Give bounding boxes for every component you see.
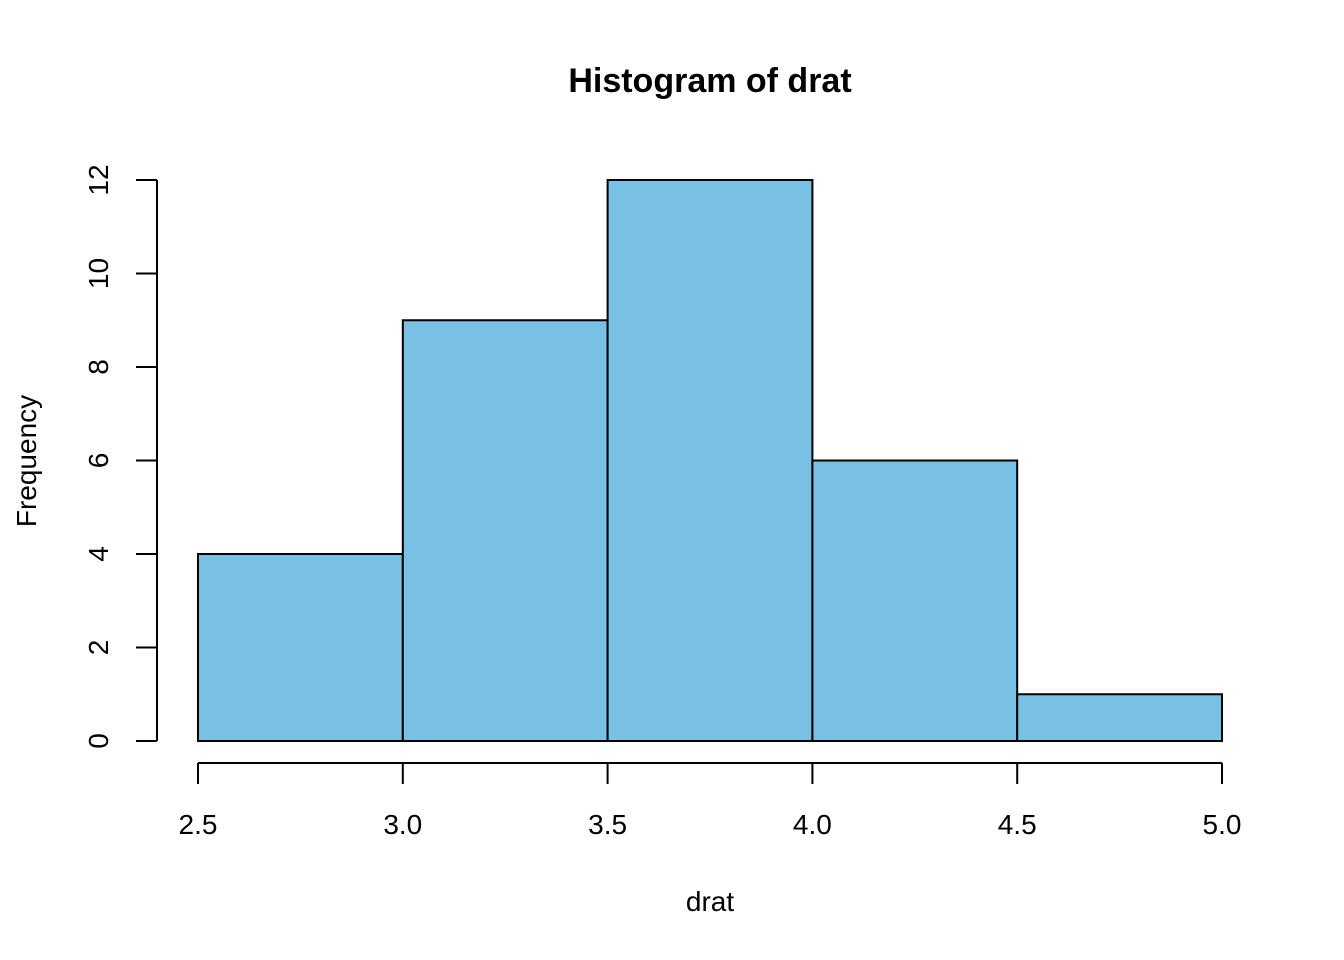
histogram-bar-0 <box>197 553 404 742</box>
y-tick-label-3: 6 <box>83 453 114 469</box>
y-axis-label: Frequency <box>11 395 42 527</box>
x-tick-label-2: 3.5 <box>588 809 627 840</box>
y-tick-label-2: 4 <box>83 546 114 562</box>
histogram-bar-4 <box>1016 693 1224 742</box>
y-tick-label-4: 8 <box>83 359 114 375</box>
chart-title: Histogram of drat <box>568 62 851 100</box>
y-tick-label-6: 12 <box>83 164 114 195</box>
x-tick-label-0: 2.5 <box>179 809 218 840</box>
histogram-bar-2 <box>606 179 814 742</box>
y-tick-label-5: 10 <box>83 258 114 289</box>
bars-group <box>197 179 1224 742</box>
x-axis-label: drat <box>686 886 734 917</box>
histogram-bar-1 <box>401 319 609 742</box>
y-tick-label-0: 0 <box>83 733 114 749</box>
x-tick-label-3: 4.0 <box>793 809 832 840</box>
histogram-bar-3 <box>811 459 1019 742</box>
x-tick-label-5: 5.0 <box>1203 809 1242 840</box>
x-axis: 2.5 3.0 3.5 4.0 4.5 5.0 <box>179 762 1242 840</box>
y-axis: 0 2 4 6 8 10 12 <box>83 164 158 749</box>
y-tick-label-1: 2 <box>83 640 114 656</box>
x-tick-label-4: 4.5 <box>998 809 1037 840</box>
x-tick-label-1: 3.0 <box>383 809 422 840</box>
